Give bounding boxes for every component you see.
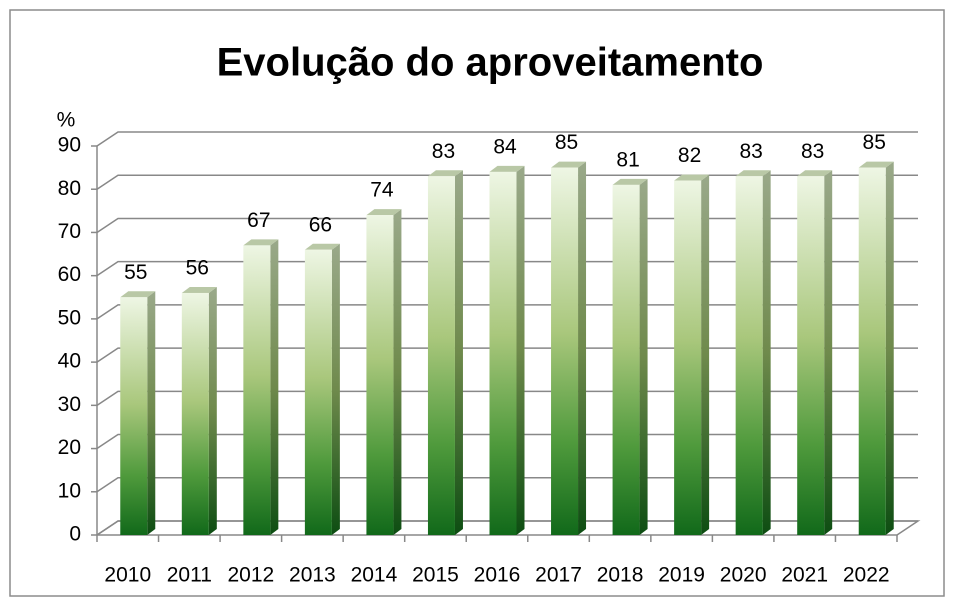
bar (120, 297, 148, 535)
bar-side (578, 161, 587, 535)
bar-top (612, 178, 648, 185)
y-tick-label: 70 (58, 220, 81, 243)
bar (243, 245, 271, 535)
bar-side (639, 178, 648, 535)
bar-top (551, 161, 587, 168)
bar-top (797, 170, 833, 177)
bar (674, 180, 702, 536)
bar-top (674, 174, 710, 181)
value-label: 56 (186, 257, 209, 280)
x-tick-label: 2014 (351, 564, 398, 587)
bar (489, 171, 517, 535)
grid-line (96, 347, 918, 363)
bar-top (243, 239, 279, 246)
y-tick-label: 80 (58, 177, 81, 200)
grid-line (96, 390, 918, 406)
bar (735, 176, 763, 535)
y-tick-label: 90 (58, 134, 81, 157)
value-label: 83 (432, 140, 455, 163)
value-label: 82 (678, 144, 701, 167)
bar-side (701, 174, 710, 536)
x-tick-label: 2012 (227, 564, 274, 587)
grid-line (96, 520, 918, 536)
value-label: 74 (370, 179, 394, 202)
bar-top (120, 291, 156, 298)
bar (427, 176, 455, 535)
y-tick-label: 50 (58, 306, 81, 329)
value-label: 84 (493, 135, 517, 158)
grid-line (96, 260, 918, 277)
bar-side (393, 209, 402, 535)
x-tick-label: 2019 (658, 564, 705, 587)
value-label: 83 (739, 140, 762, 163)
chart-border (9, 9, 945, 597)
bar-top (366, 209, 402, 216)
bar-side (762, 170, 771, 535)
grid-line (96, 217, 918, 234)
y-tick-label: 20 (58, 436, 81, 459)
bar-top (304, 243, 340, 250)
bar-side (885, 161, 894, 535)
x-tick-label: 2010 (104, 564, 151, 587)
bar-side (147, 291, 156, 535)
y-axis-label: % (57, 109, 76, 132)
bar (366, 215, 394, 535)
y-tick-label: 60 (58, 263, 81, 286)
value-label: 66 (309, 213, 332, 236)
bar-side (208, 286, 217, 535)
chart-title: Evolução do aproveitamento (217, 41, 764, 85)
bar (181, 292, 209, 535)
value-label: 85 (555, 131, 578, 154)
x-tick-label: 2016 (474, 564, 521, 587)
grid-line (96, 131, 918, 147)
bar (858, 167, 886, 535)
value-label: 81 (616, 148, 639, 171)
y-tick-label: 10 (58, 479, 81, 502)
x-tick-label: 2017 (535, 564, 582, 587)
grid-line (96, 304, 918, 320)
bar (551, 167, 579, 535)
bar-side (824, 170, 833, 535)
bar-top (489, 165, 525, 172)
bar-side (454, 170, 463, 535)
x-tick-label: 2015 (412, 564, 459, 587)
bar (797, 176, 825, 535)
x-tick-label: 2018 (597, 564, 644, 587)
bar-side (331, 243, 340, 535)
grid-line (96, 477, 918, 493)
x-tick-label: 2022 (843, 564, 890, 587)
bar-top (181, 286, 217, 293)
grid-line (96, 174, 918, 190)
bar-top (427, 170, 463, 177)
value-label: 55 (124, 261, 147, 284)
bar-side (516, 165, 525, 535)
x-tick-label: 2013 (289, 564, 336, 587)
y-tick-label: 0 (69, 523, 81, 546)
bar-top (735, 170, 771, 177)
value-label: 67 (247, 209, 270, 232)
value-label: 85 (863, 131, 886, 154)
bar (612, 184, 640, 535)
x-tick-label: 2020 (720, 564, 767, 587)
bar (304, 249, 332, 535)
x-tick-label: 2021 (781, 564, 828, 587)
value-label: 83 (801, 140, 824, 163)
bar-side (270, 239, 279, 535)
x-tick-label: 2011 (167, 564, 212, 587)
bar-top (858, 161, 894, 168)
grid-line (96, 433, 918, 450)
y-tick-label: 30 (58, 393, 81, 416)
y-tick-label: 40 (58, 350, 81, 373)
